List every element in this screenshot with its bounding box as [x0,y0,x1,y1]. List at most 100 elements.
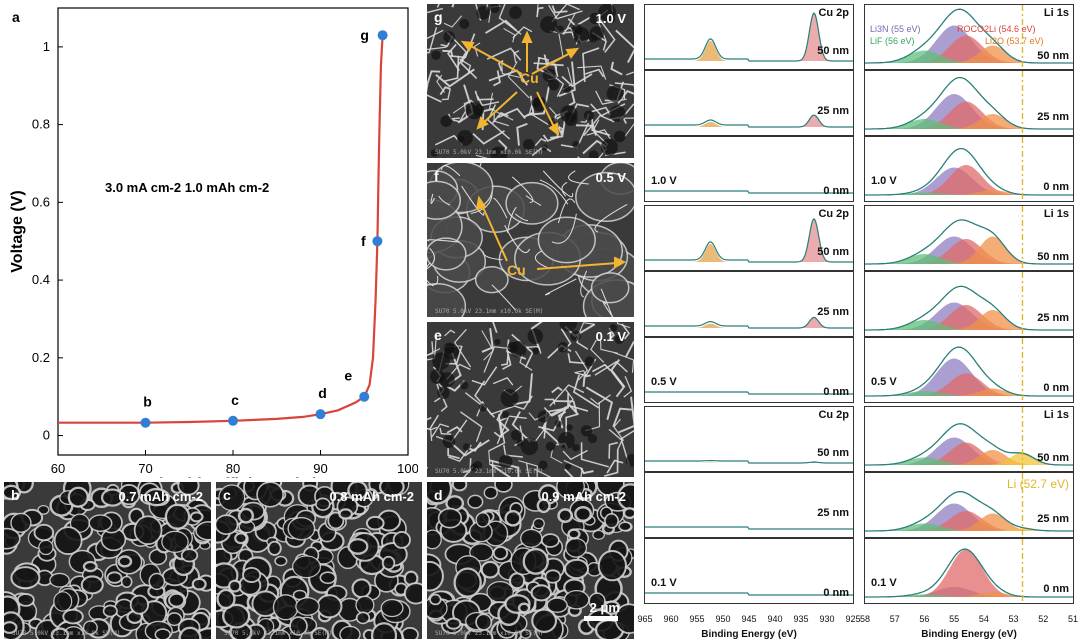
scale-bar-label: 2 μm [589,600,620,615]
point-label: g [360,27,369,43]
x-tick-label: 965 [637,614,653,624]
li1s-spectrum-50nm: Li 1s 50 nm Li (52.7 eV) [864,406,1074,491]
fit-peak [793,115,835,127]
depth-label: 0 nm [823,185,849,197]
sem-label: c [223,487,231,503]
spectrum-envelope [865,423,1073,466]
depth-label: 25 nm [817,105,849,117]
spectrum-envelope [865,285,1073,331]
x-tick-label: 80 [226,461,240,476]
core-level-label: Cu 2p [818,409,849,421]
sem-label: b [11,487,20,503]
x-tick-label: 940 [767,614,783,624]
li1s-spectrum-25nm: 25 nm [864,70,1074,136]
x-tick-label: 54 [978,614,989,624]
depth-label: 25 nm [1037,111,1069,123]
cu2p-spectrum-0nm: 0 nm 0.1 V [644,538,854,604]
cu2p-spectrum-50nm: Cu 2p 50 nm [644,406,854,472]
fit-component [900,442,1032,465]
x-axis-title: Binding Energy (eV) [921,629,1017,640]
cu2p-spectrum-25nm: 25 nm [644,70,854,136]
fit-component [865,594,990,597]
fit-component [865,192,990,195]
voltage-label: 0.1 V [871,577,897,589]
fit-component [865,523,990,531]
sem-image-d: d 0.9 mAh cm-2 SU70 5.0kV 23.1mm x10.0k … [427,482,634,639]
fit-component [957,528,1073,531]
x-tick-label: 960 [663,614,679,624]
data-point-d [315,409,326,420]
core-level-label: Li 1s [1043,208,1069,220]
fit-component [888,358,1020,396]
sem-footer: SU70 5.0kV 23.1mm x10.0k SE(M) [12,630,121,637]
x-tick-label: 60 [51,461,65,476]
panel-label: a [12,9,20,25]
fit-component [927,450,1059,465]
sem-condition: 0.7 mAh cm-2 [118,489,203,504]
legend-entry: LiF (56 eV) [870,36,915,46]
li1s-spectrum-0nm: 0 nm 1.0 V [864,136,1074,202]
x-tick-label: 56 [919,614,930,624]
depth-label: 0 nm [1043,583,1069,595]
fit-peak [689,323,732,328]
fit-peak [793,218,835,262]
sem-label: e [434,327,442,343]
fit-component [927,236,1059,264]
cu2p-spectrum-50nm: Cu 2p 50 nm [644,205,854,271]
x-tick-label: 935 [793,614,809,624]
fit-component [957,452,1073,465]
core-level-label: Li 1s [1043,7,1069,19]
sem-footer: SU70 5.0kV 23.1mm x10.0k SE(M) [435,630,544,637]
spectrum-envelope [865,346,1073,397]
spectrum-line [645,11,853,62]
depth-label: 25 nm [1037,312,1069,324]
y-tick-label: 0.2 [32,350,50,365]
legend-entry: ROCO2Li (54.6 eV) [957,24,1036,34]
voltage-label: 1.0 V [871,175,897,187]
x-tick-label: 90 [313,461,327,476]
sem-label: g [434,9,443,25]
sem-label: f [434,168,439,184]
fit-component [900,511,1032,531]
x-tick-label: 930 [819,614,835,624]
fit-component [927,114,1059,129]
condition-annotation: 3.0 mA cm-2 1.0 mAh cm-2 [105,180,269,195]
cu-arrows [475,195,627,270]
voltage-label: 0.5 V [651,376,677,388]
legend-entry: Li3N (55 eV) [870,24,921,34]
spectrum-envelope [865,490,1073,532]
sem-image-f: Cu f 0.5 V SU70 5.0kV 23.1mm x10.0k SE(M… [427,163,634,317]
fit-component [900,165,1032,195]
depth-label: 50 nm [817,246,849,258]
x-tick-label: 51 [1067,614,1079,624]
spectrum-line [645,391,853,395]
fit-component [900,101,1032,129]
sem-condition: 0.9 mAh cm-2 [541,489,626,504]
depth-label: 50 nm [817,45,849,57]
depth-label: 25 nm [817,306,849,318]
fit-peak [689,40,732,61]
fit-component [865,254,990,264]
x-tick-label: 925 [845,614,861,624]
fit-peak [793,13,835,61]
cu2p-spectrum-0nm: 0 nm 1.0 V [644,136,854,202]
y-tick-label: 0.4 [32,272,50,287]
depth-label: 0 nm [823,386,849,398]
y-tick-label: 1 [43,39,50,54]
spectrum-line [645,190,853,194]
cu2p-spectrum-0nm: 0 nm 0.5 V [644,337,854,403]
cu-marker: Cu [507,262,526,278]
voltage-label: 0.5 V [871,376,897,388]
cu-marker: Cu [520,70,539,86]
sem-image-b: b 0.7 mAh cm-2 SU70 5.0kV 23.1mm x10.0k … [4,482,211,639]
fit-component [900,239,1032,264]
spectrum-line [645,114,853,128]
spectrum-envelope [865,219,1073,265]
sem-footer: SU70 5.0kV 23.1mm x10.0k SE(M) [435,149,544,156]
voltage-vs-ce-chart: a 60 70 80 90 100 0 0.2 0.4 0.6 0.8 1 Coulumbic effi… [9,7,418,478]
sem-footer: SU70 5.0kV 23.1mm x10.0k SE(M) [435,308,544,315]
x-tick-label: 58 [859,614,871,624]
data-point-f [372,236,383,247]
